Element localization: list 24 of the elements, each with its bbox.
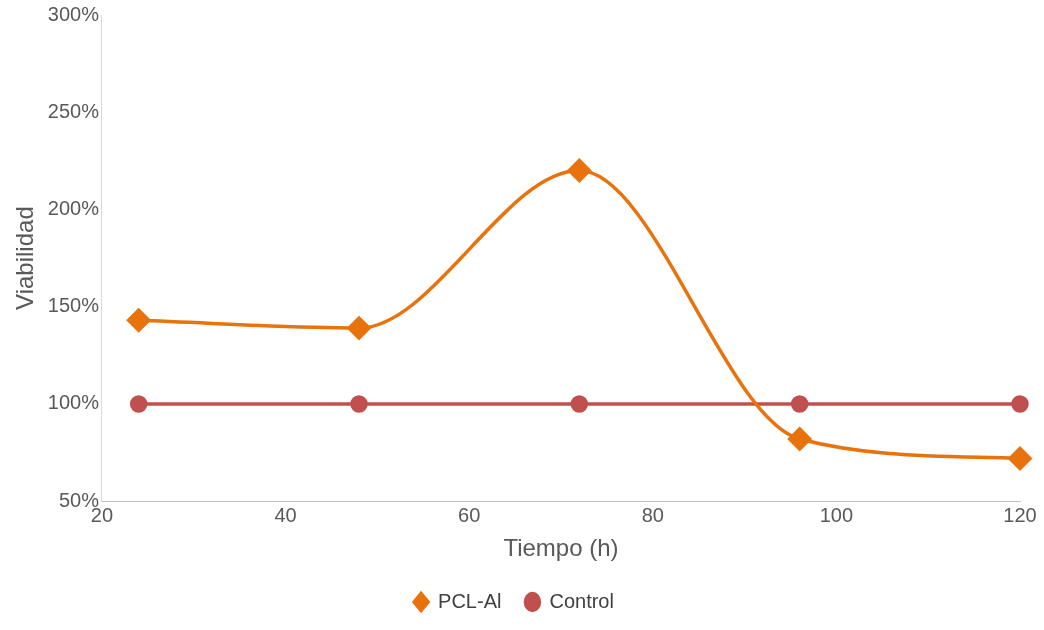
y-axis-title: Viabilidad (11, 206, 39, 310)
y-tick-label: 300% (47, 2, 100, 25)
point (570, 395, 589, 413)
point (567, 158, 592, 183)
y-tick-label: 150% (47, 294, 100, 317)
x-tick-label: 80 (641, 503, 664, 526)
y-tick-label: 250% (47, 99, 100, 122)
point (787, 427, 812, 451)
legend-label: PCL-Al (438, 589, 502, 612)
x-tick-label: 60 (458, 503, 481, 526)
x-tick-label: 40 (274, 503, 297, 526)
x-tick-label: 120 (1003, 503, 1037, 526)
point (1011, 395, 1029, 413)
x-tick-label: 100 (819, 503, 854, 526)
point (1008, 446, 1032, 471)
point (347, 316, 371, 340)
point (790, 395, 809, 413)
point (350, 395, 368, 413)
y-tick-label: 200% (47, 197, 100, 219)
point (129, 395, 148, 413)
y-tick-label: 100% (47, 391, 100, 414)
legend-label: Control (549, 589, 614, 612)
x-axis-title: Tiempo (h) (503, 534, 619, 562)
point (126, 308, 151, 333)
